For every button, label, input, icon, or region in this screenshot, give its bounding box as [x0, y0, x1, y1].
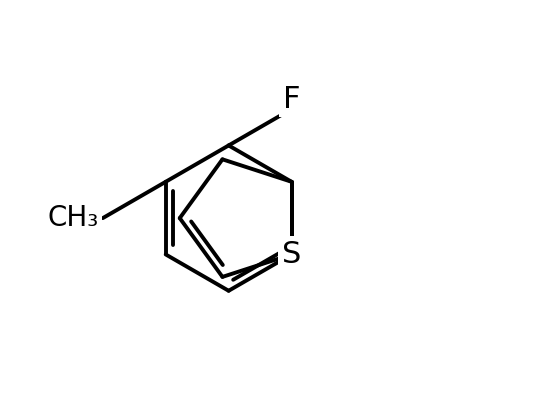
Text: F: F [283, 84, 300, 114]
Text: CH₃: CH₃ [47, 204, 99, 232]
Text: S: S [282, 240, 301, 269]
